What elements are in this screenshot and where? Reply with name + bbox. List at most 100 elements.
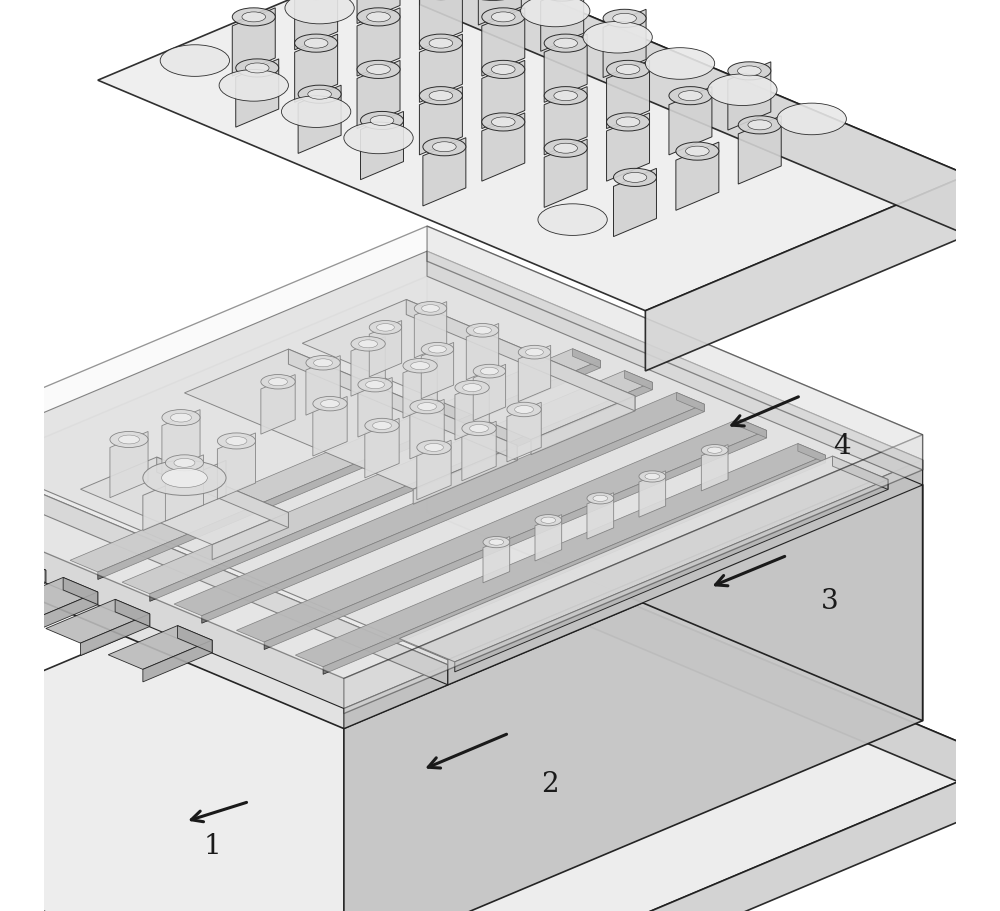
Polygon shape	[507, 403, 541, 463]
Ellipse shape	[414, 302, 447, 316]
Polygon shape	[427, 227, 923, 470]
Ellipse shape	[295, 35, 338, 53]
Ellipse shape	[261, 375, 295, 390]
Ellipse shape	[607, 61, 650, 79]
Polygon shape	[0, 556, 46, 599]
Ellipse shape	[483, 537, 510, 548]
Polygon shape	[288, 350, 517, 461]
Ellipse shape	[313, 397, 347, 412]
Polygon shape	[419, 35, 462, 103]
Ellipse shape	[162, 469, 207, 488]
Ellipse shape	[351, 337, 385, 352]
Ellipse shape	[174, 459, 195, 467]
Ellipse shape	[429, 346, 446, 353]
Polygon shape	[421, 343, 454, 399]
Polygon shape	[728, 63, 771, 131]
Polygon shape	[143, 461, 226, 531]
Text: 4: 4	[833, 433, 851, 460]
Polygon shape	[295, 35, 338, 103]
Polygon shape	[80, 614, 150, 656]
Ellipse shape	[593, 496, 608, 502]
Ellipse shape	[507, 403, 541, 417]
Polygon shape	[420, 0, 968, 236]
Ellipse shape	[645, 474, 660, 480]
Polygon shape	[165, 456, 204, 521]
Polygon shape	[798, 444, 826, 464]
Polygon shape	[518, 346, 551, 402]
Polygon shape	[264, 431, 767, 650]
Polygon shape	[669, 87, 712, 156]
Polygon shape	[462, 422, 496, 481]
Ellipse shape	[748, 121, 772, 130]
Polygon shape	[427, 277, 923, 721]
Ellipse shape	[603, 10, 646, 28]
Polygon shape	[46, 599, 150, 643]
Polygon shape	[482, 114, 525, 182]
Polygon shape	[365, 419, 399, 478]
Polygon shape	[410, 400, 444, 459]
Polygon shape	[357, 0, 400, 25]
Polygon shape	[122, 371, 652, 594]
Ellipse shape	[679, 92, 702, 101]
Ellipse shape	[473, 365, 506, 379]
Ellipse shape	[526, 349, 543, 356]
Ellipse shape	[285, 0, 354, 25]
Polygon shape	[541, 0, 584, 52]
Ellipse shape	[466, 324, 499, 338]
Ellipse shape	[162, 410, 200, 426]
Polygon shape	[399, 456, 888, 662]
Ellipse shape	[613, 15, 636, 25]
Ellipse shape	[373, 422, 391, 430]
Ellipse shape	[518, 346, 551, 360]
Ellipse shape	[645, 48, 715, 80]
Polygon shape	[535, 515, 562, 561]
Ellipse shape	[429, 92, 453, 101]
Polygon shape	[0, 570, 46, 612]
Ellipse shape	[425, 444, 443, 452]
Polygon shape	[110, 432, 148, 498]
Ellipse shape	[418, 404, 436, 411]
Ellipse shape	[422, 305, 439, 312]
Ellipse shape	[281, 97, 351, 128]
Polygon shape	[344, 665, 448, 729]
Ellipse shape	[226, 437, 247, 445]
Ellipse shape	[489, 539, 504, 546]
Ellipse shape	[236, 60, 279, 78]
Polygon shape	[108, 626, 212, 670]
Ellipse shape	[411, 363, 430, 370]
Polygon shape	[178, 626, 212, 653]
Ellipse shape	[403, 359, 437, 374]
Ellipse shape	[544, 35, 587, 53]
Polygon shape	[357, 9, 400, 77]
Ellipse shape	[377, 324, 394, 332]
Polygon shape	[613, 169, 656, 238]
Polygon shape	[482, 61, 525, 129]
Ellipse shape	[535, 515, 562, 527]
Ellipse shape	[423, 138, 466, 157]
Polygon shape	[313, 397, 347, 456]
Polygon shape	[232, 9, 275, 77]
Ellipse shape	[607, 114, 650, 132]
Polygon shape	[302, 300, 635, 440]
Polygon shape	[419, 0, 462, 51]
Polygon shape	[455, 381, 489, 441]
Polygon shape	[298, 86, 341, 154]
Polygon shape	[162, 410, 200, 476]
Polygon shape	[212, 513, 288, 560]
Polygon shape	[419, 87, 462, 156]
Polygon shape	[677, 393, 704, 412]
Ellipse shape	[686, 147, 709, 157]
Polygon shape	[455, 480, 888, 672]
Polygon shape	[676, 143, 719, 211]
Ellipse shape	[515, 406, 534, 414]
Polygon shape	[833, 456, 888, 490]
Ellipse shape	[554, 39, 577, 49]
Ellipse shape	[583, 23, 652, 54]
Polygon shape	[0, 252, 923, 660]
Polygon shape	[0, 227, 923, 679]
Ellipse shape	[321, 400, 339, 408]
Polygon shape	[306, 356, 340, 415]
Ellipse shape	[541, 517, 556, 524]
Polygon shape	[544, 35, 587, 103]
Polygon shape	[406, 300, 635, 412]
